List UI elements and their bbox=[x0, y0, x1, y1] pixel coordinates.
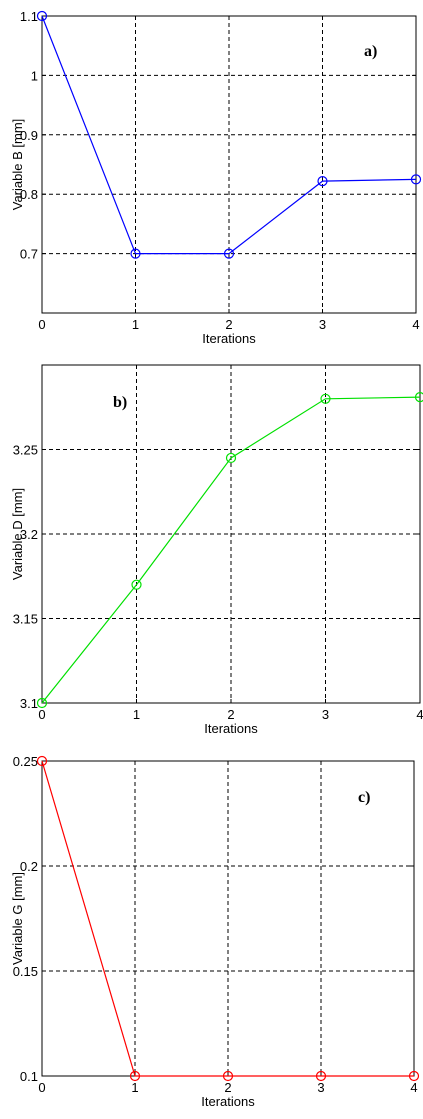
data-point-marker bbox=[317, 176, 328, 187]
series-line bbox=[41, 760, 414, 1077]
data-point-marker bbox=[129, 1070, 141, 1082]
data-point-marker bbox=[320, 393, 331, 404]
x-tick-label: 1 bbox=[133, 707, 140, 722]
y-tick-label: 0.1 bbox=[20, 1069, 38, 1084]
data-point-marker bbox=[410, 174, 422, 185]
y-tick-label: 0.25 bbox=[13, 754, 38, 769]
x-tick-label: 4 bbox=[416, 707, 423, 722]
y-axis-label: Variable B [mm] bbox=[10, 119, 25, 211]
y-tick-label: 3.15 bbox=[13, 612, 38, 627]
x-tick-label: 2 bbox=[224, 1080, 231, 1095]
y-tick-label: 0.2 bbox=[20, 859, 38, 874]
x-tick-label: 0 bbox=[38, 317, 45, 332]
x-tick-label: 3 bbox=[317, 1080, 324, 1095]
data-point-marker bbox=[225, 452, 237, 464]
data-point-marker bbox=[130, 248, 141, 259]
y-tick-label: 3.2 bbox=[20, 527, 38, 542]
x-tick-label: 2 bbox=[227, 707, 234, 722]
x-tick-label: 4 bbox=[410, 1080, 417, 1095]
data-point-marker bbox=[315, 1070, 327, 1082]
y-tick-label: 0.9 bbox=[20, 128, 38, 143]
data-point-marker bbox=[131, 579, 142, 590]
chart-panel-3: 0 1 2 3 4 0.1 0.15 0.2 0.25 Iterations Variable G … bbox=[10, 754, 420, 1109]
y-axis-label: Variable G [mm] bbox=[10, 872, 25, 965]
x-axis-label: Iterations bbox=[202, 331, 256, 346]
x-tick-label: 3 bbox=[322, 707, 329, 722]
x-tick-label: 1 bbox=[132, 317, 139, 332]
series-line bbox=[41, 15, 417, 255]
y-tick-label: 1.1 bbox=[20, 9, 38, 24]
series-line bbox=[41, 396, 421, 704]
x-tick-label: 0 bbox=[38, 1080, 45, 1095]
data-point-marker bbox=[408, 1070, 420, 1082]
data-point-marker bbox=[36, 10, 48, 22]
y-tick-label: 1 bbox=[31, 68, 38, 83]
data-point-marker bbox=[223, 248, 235, 259]
y-tick-label: 3.25 bbox=[13, 443, 38, 458]
panel-label: b) bbox=[113, 394, 127, 411]
y-axis-label: Variable D [mm] bbox=[10, 488, 25, 580]
chart-panel-1: 0 1 2 3 4 0.7 0.8 0.9 1 1.1 Iterations Variable B [… bbox=[10, 9, 422, 346]
data-point-marker bbox=[414, 392, 423, 403]
y-tick-label: 3.1 bbox=[20, 696, 38, 711]
data-point-marker bbox=[36, 755, 48, 767]
x-axis-label: Iterations bbox=[204, 721, 258, 736]
panel-label: c) bbox=[358, 789, 370, 806]
chart-panel-2: 0 1 2 3 4 3.1 3.15 3.2 3.25 Iterations Variable D … bbox=[10, 364, 423, 736]
x-axis-label: Iterations bbox=[201, 1094, 255, 1109]
data-point-marker bbox=[222, 1070, 234, 1082]
y-tick-label: 0.7 bbox=[20, 247, 38, 262]
x-tick-label: 2 bbox=[225, 317, 232, 332]
data-point-marker bbox=[36, 697, 48, 709]
y-tick-label: 0.8 bbox=[20, 187, 38, 202]
x-tick-label: 1 bbox=[131, 1080, 138, 1095]
x-tick-label: 4 bbox=[412, 317, 419, 332]
x-tick-label: 3 bbox=[319, 317, 326, 332]
y-tick-label: 0.15 bbox=[13, 964, 38, 979]
panel-label: a) bbox=[364, 43, 377, 60]
x-tick-label: 0 bbox=[38, 707, 45, 722]
